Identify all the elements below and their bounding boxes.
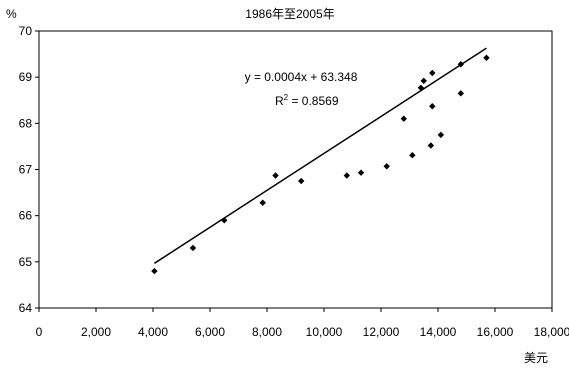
y-tick-label: 64 — [19, 301, 33, 315]
x-axis-ticks: 0 2,000 4,000 6,000 8,000 10,000 12,000 14,000 1… — [36, 308, 569, 339]
data-point — [400, 115, 407, 122]
y-axis-unit-label: % — [6, 7, 17, 21]
r-squared-label: R2 = 0.8569 — [275, 93, 339, 108]
data-point — [272, 172, 279, 179]
data-point — [343, 172, 350, 179]
trendline — [154, 47, 487, 264]
x-tick-label: 8,000 — [252, 325, 282, 339]
data-point — [259, 199, 266, 206]
data-point — [417, 84, 425, 91]
y-axis-ticks: 64 65 66 67 68 69 70 — [19, 24, 39, 315]
trendline-equation: y = 0.0004x + 63.348 — [245, 70, 358, 84]
y-tick-label: 70 — [19, 24, 33, 38]
data-point — [457, 90, 464, 97]
data-points — [151, 54, 490, 275]
x-tick-label: 2,000 — [81, 325, 111, 339]
data-point — [427, 142, 435, 149]
chart-title: 1986年至2005年 — [245, 7, 334, 21]
r-squared-letter: R — [275, 94, 284, 108]
y-tick-label: 69 — [19, 70, 33, 84]
y-tick-label: 67 — [19, 163, 33, 177]
r-squared-exponent: 2 — [284, 93, 289, 102]
y-tick-label: 66 — [19, 209, 33, 223]
x-tick-label: 16,000 — [477, 325, 514, 339]
x-tick-label: 6,000 — [195, 325, 225, 339]
data-point — [409, 151, 416, 159]
x-tick-label: 0 — [36, 325, 43, 339]
trendline-group — [154, 47, 487, 264]
data-point — [420, 77, 427, 85]
data-point — [429, 103, 436, 110]
data-point — [429, 69, 436, 77]
x-tick-label: 18,000 — [534, 325, 569, 339]
data-point — [298, 177, 305, 185]
data-point — [483, 54, 490, 61]
data-point — [357, 169, 365, 176]
data-point — [189, 244, 197, 252]
data-point — [151, 267, 158, 275]
r-squared-value: = 0.8569 — [288, 94, 339, 108]
data-point — [457, 61, 464, 68]
data-point — [437, 131, 445, 139]
x-tick-label: 10,000 — [306, 325, 343, 339]
x-tick-label: 12,000 — [363, 325, 400, 339]
y-tick-label: 68 — [19, 116, 33, 130]
x-tick-label: 4,000 — [138, 325, 168, 339]
data-point — [221, 217, 228, 224]
y-tick-label: 65 — [19, 255, 33, 269]
data-point — [383, 163, 390, 170]
x-axis-unit-label: 美元 — [524, 351, 548, 365]
x-tick-label: 14,000 — [420, 325, 457, 339]
